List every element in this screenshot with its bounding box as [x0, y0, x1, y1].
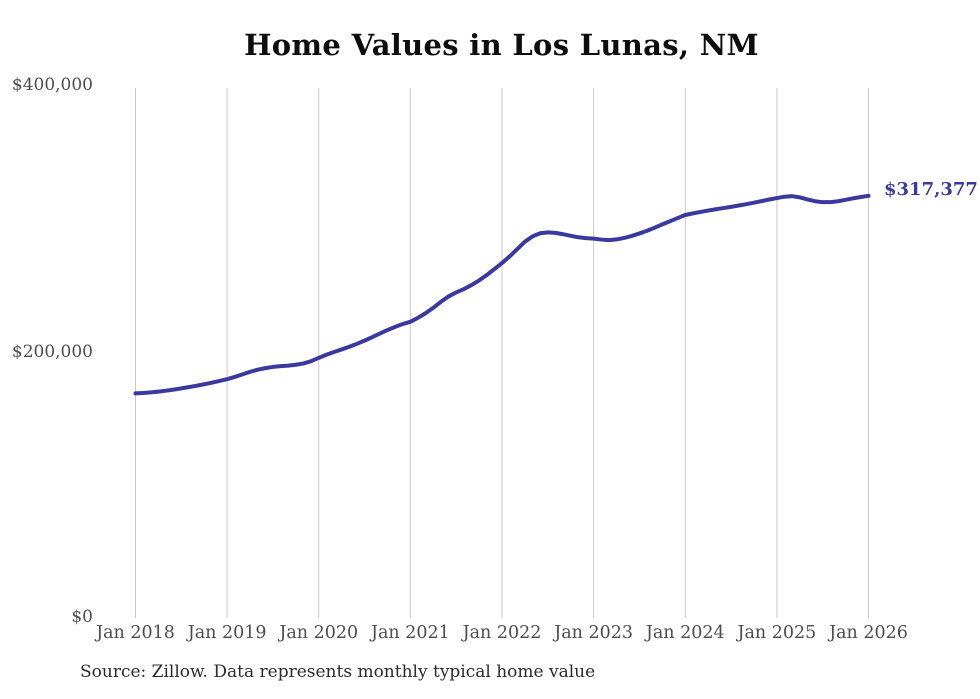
home-value-line: [133, 193, 871, 396]
y-axis-tick-label-400k: $400,000: [11, 75, 93, 95]
x-axis-tick-label: Jan 2020: [279, 623, 359, 643]
vertical-gridlines: [135, 88, 869, 618]
x-axis-tick-label: Jan 2023: [554, 623, 634, 643]
chart-title: Home Values in Los Lunas, NM: [244, 28, 759, 62]
x-axis-tick-label: Jan 2018: [96, 623, 175, 643]
x-axis-tick-label: Jan 2025: [737, 623, 817, 643]
x-axis-tick-label: Jan 2022: [462, 623, 542, 643]
x-axis-tick-label: Jan 2024: [645, 623, 725, 643]
x-axis-tick-label: Jan 2021: [370, 623, 450, 643]
x-axis-tick-label: Jan 2019: [187, 623, 267, 643]
y-axis-tick-label-0: $0: [71, 607, 93, 627]
y-axis-tick-label-200k: $200,000: [11, 342, 93, 362]
x-axis-tick-label: Jan 2026: [829, 623, 908, 643]
latest-value-label: $317,377: [884, 179, 978, 200]
source-note: Source: Zillow. Data represents monthly …: [80, 662, 596, 682]
